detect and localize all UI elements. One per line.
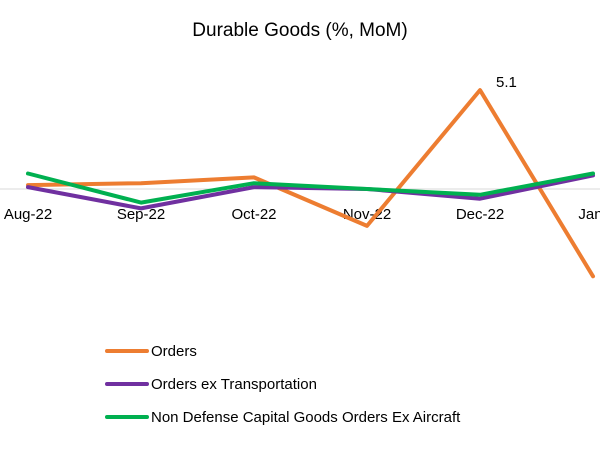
x-tick-label-aug-22: Aug-22 (4, 206, 52, 223)
x-tick-label-jan-23: Jan- (578, 206, 600, 223)
x-tick-label-oct-22: Oct-22 (231, 206, 276, 223)
x-tick-label-sep-22: Sep-22 (117, 206, 165, 223)
series-lines (26, 88, 595, 279)
data-annotations: 5.1 (496, 74, 517, 91)
x-tick-label-dec-22: Dec-22 (456, 206, 504, 223)
legend-label-non-defense-capital-goods-orders-ex-aircraft: Non Defense Capital Goods Orders Ex Airc… (151, 409, 461, 426)
legend-label-orders: Orders (151, 343, 197, 360)
data-label-orders-dec-22: 5.1 (496, 74, 517, 91)
chart-legend: Orders Orders ex Transportation Non Defens… (105, 343, 461, 426)
series-line-orders (26, 88, 595, 279)
legend-label-orders-ex-transportation: Orders ex Transportation (151, 376, 317, 393)
chart-title: Durable Goods (%, MoM) (192, 20, 407, 41)
series-line-non-defense-capital-goods-orders-ex-aircraft (26, 171, 595, 205)
